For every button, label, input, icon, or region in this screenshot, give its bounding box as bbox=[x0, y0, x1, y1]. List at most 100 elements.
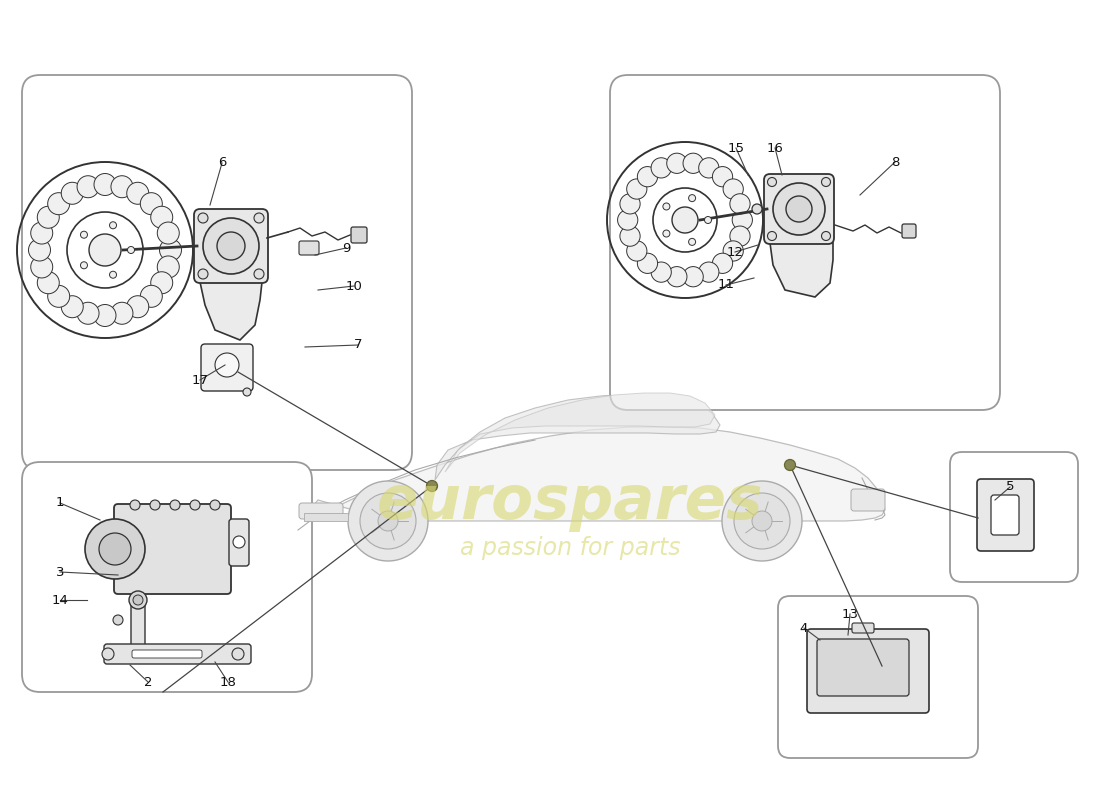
Text: 11: 11 bbox=[717, 278, 735, 291]
Circle shape bbox=[130, 500, 140, 510]
Circle shape bbox=[698, 158, 719, 178]
Circle shape bbox=[637, 166, 658, 187]
Circle shape bbox=[348, 481, 428, 561]
Circle shape bbox=[210, 500, 220, 510]
Circle shape bbox=[89, 234, 121, 266]
Text: 14: 14 bbox=[52, 594, 68, 606]
Circle shape bbox=[157, 256, 179, 278]
FancyBboxPatch shape bbox=[201, 344, 253, 391]
Circle shape bbox=[243, 388, 251, 396]
Circle shape bbox=[160, 239, 182, 261]
Circle shape bbox=[689, 238, 695, 246]
Circle shape bbox=[683, 153, 703, 174]
Text: 17: 17 bbox=[191, 374, 209, 386]
Circle shape bbox=[31, 222, 53, 244]
Circle shape bbox=[627, 179, 647, 199]
Circle shape bbox=[752, 511, 772, 531]
Circle shape bbox=[378, 511, 398, 531]
Circle shape bbox=[427, 481, 438, 491]
Circle shape bbox=[667, 266, 688, 287]
Circle shape bbox=[214, 353, 239, 377]
Circle shape bbox=[62, 182, 84, 204]
Circle shape bbox=[768, 178, 777, 186]
Circle shape bbox=[637, 253, 658, 274]
Circle shape bbox=[773, 183, 825, 235]
Circle shape bbox=[620, 194, 640, 214]
Circle shape bbox=[133, 595, 143, 605]
FancyBboxPatch shape bbox=[299, 241, 319, 255]
FancyBboxPatch shape bbox=[299, 503, 343, 519]
Polygon shape bbox=[770, 243, 833, 297]
Circle shape bbox=[47, 193, 69, 214]
Circle shape bbox=[37, 272, 59, 294]
Text: 15: 15 bbox=[727, 142, 745, 154]
Circle shape bbox=[822, 231, 830, 241]
Circle shape bbox=[110, 271, 117, 278]
FancyBboxPatch shape bbox=[764, 174, 834, 244]
Circle shape bbox=[233, 536, 245, 548]
Circle shape bbox=[683, 266, 703, 287]
Circle shape bbox=[111, 176, 133, 198]
Text: 9: 9 bbox=[342, 242, 350, 254]
Circle shape bbox=[77, 176, 99, 198]
Circle shape bbox=[672, 207, 698, 233]
FancyBboxPatch shape bbox=[902, 224, 916, 238]
Circle shape bbox=[713, 166, 733, 187]
Text: 10: 10 bbox=[345, 279, 362, 293]
Polygon shape bbox=[304, 513, 348, 521]
Circle shape bbox=[232, 648, 244, 660]
Circle shape bbox=[113, 615, 123, 625]
Circle shape bbox=[141, 193, 163, 214]
Circle shape bbox=[29, 239, 51, 261]
Circle shape bbox=[157, 222, 179, 244]
FancyBboxPatch shape bbox=[131, 592, 145, 659]
Polygon shape bbox=[298, 427, 886, 530]
Polygon shape bbox=[200, 282, 262, 340]
Circle shape bbox=[198, 213, 208, 223]
Circle shape bbox=[734, 493, 790, 549]
Text: eurospares: eurospares bbox=[376, 473, 763, 531]
FancyBboxPatch shape bbox=[852, 623, 874, 633]
Circle shape bbox=[217, 232, 245, 260]
FancyBboxPatch shape bbox=[977, 479, 1034, 551]
Text: 12: 12 bbox=[726, 246, 744, 258]
Circle shape bbox=[129, 591, 147, 609]
FancyBboxPatch shape bbox=[807, 629, 930, 713]
Circle shape bbox=[204, 218, 258, 274]
FancyBboxPatch shape bbox=[22, 462, 312, 692]
FancyBboxPatch shape bbox=[950, 452, 1078, 582]
FancyBboxPatch shape bbox=[114, 504, 231, 594]
Circle shape bbox=[170, 500, 180, 510]
FancyBboxPatch shape bbox=[851, 489, 886, 511]
Circle shape bbox=[730, 194, 750, 214]
Circle shape bbox=[784, 459, 795, 470]
FancyBboxPatch shape bbox=[194, 209, 268, 283]
FancyBboxPatch shape bbox=[22, 75, 412, 470]
Circle shape bbox=[752, 204, 762, 214]
Circle shape bbox=[723, 241, 744, 261]
Polygon shape bbox=[434, 394, 720, 480]
Circle shape bbox=[704, 217, 712, 223]
Circle shape bbox=[141, 286, 163, 307]
FancyBboxPatch shape bbox=[132, 650, 202, 658]
Circle shape bbox=[733, 210, 752, 230]
Circle shape bbox=[620, 226, 640, 246]
Text: 13: 13 bbox=[842, 607, 858, 621]
Text: 7: 7 bbox=[354, 338, 362, 351]
Circle shape bbox=[254, 269, 264, 279]
Text: 8: 8 bbox=[891, 155, 899, 169]
Text: 6: 6 bbox=[218, 157, 227, 170]
Circle shape bbox=[723, 179, 744, 199]
FancyBboxPatch shape bbox=[778, 596, 978, 758]
Text: 16: 16 bbox=[767, 142, 783, 154]
FancyBboxPatch shape bbox=[610, 75, 1000, 410]
Circle shape bbox=[126, 296, 148, 318]
Circle shape bbox=[37, 206, 59, 228]
Circle shape bbox=[94, 305, 115, 326]
Circle shape bbox=[111, 302, 133, 324]
Circle shape bbox=[713, 253, 733, 274]
Circle shape bbox=[722, 481, 802, 561]
Circle shape bbox=[627, 241, 647, 261]
Circle shape bbox=[254, 213, 264, 223]
Circle shape bbox=[768, 231, 777, 241]
